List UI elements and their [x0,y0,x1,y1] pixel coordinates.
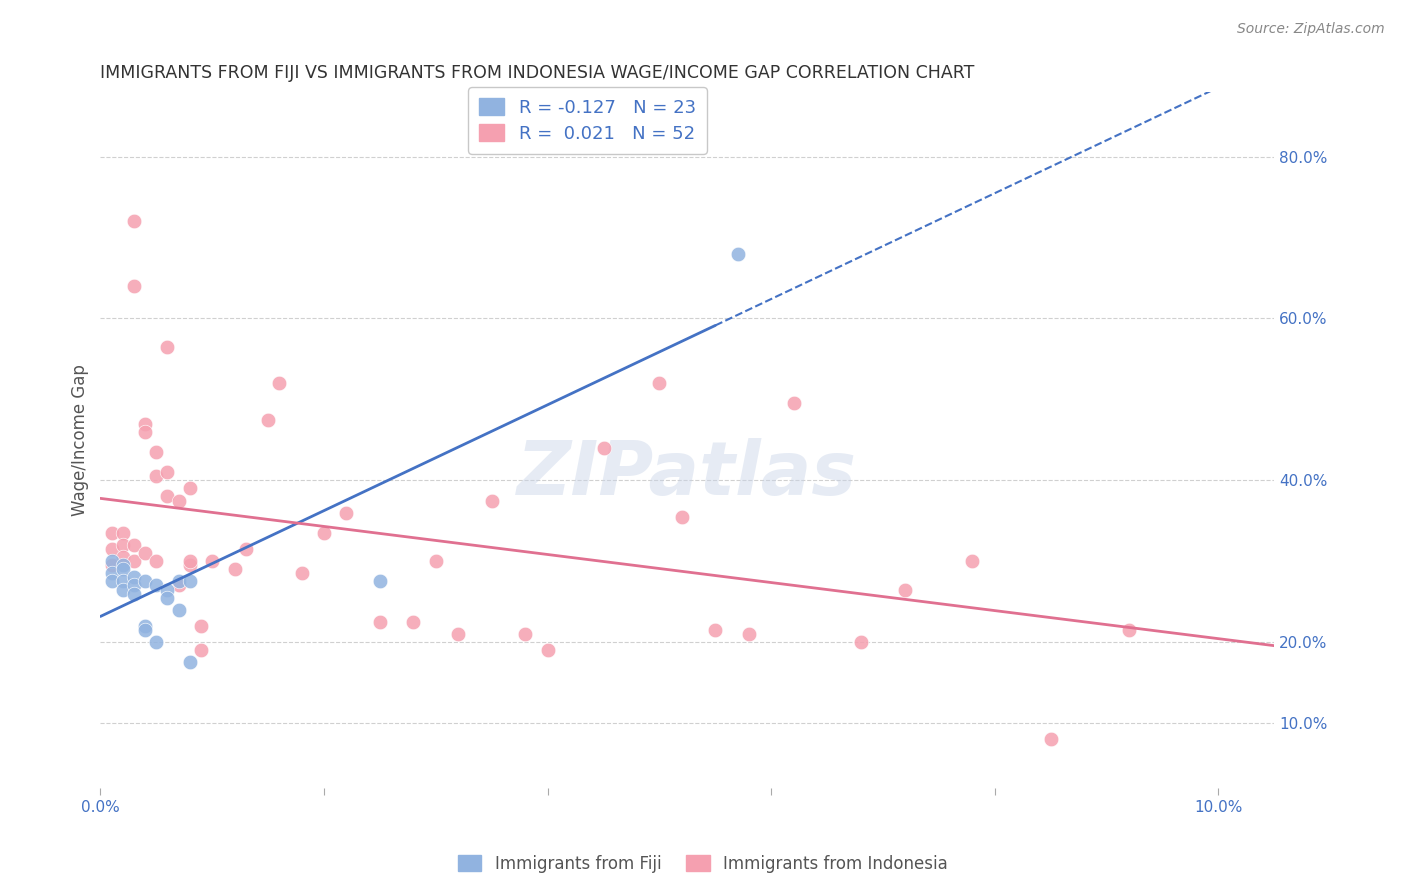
Point [134,425,156,439]
Point [179,482,201,496]
Point [536,643,558,657]
Point [145,635,167,649]
Point [100,566,122,581]
Point [111,525,134,540]
Point [179,558,201,573]
Text: IMMIGRANTS FROM FIJI VS IMMIGRANTS FROM INDONESIA WAGE/INCOME GAP CORRELATION CH: IMMIGRANTS FROM FIJI VS IMMIGRANTS FROM … [100,64,974,82]
Point [671,509,693,524]
Legend: Immigrants from Fiji, Immigrants from Indonesia: Immigrants from Fiji, Immigrants from In… [451,848,955,880]
Point [145,578,167,592]
Point [167,493,190,508]
Point [648,376,671,391]
Point [224,562,246,576]
Point [134,574,156,589]
Point [1039,732,1062,747]
Point [704,623,727,637]
Point [368,574,391,589]
Point [145,445,167,459]
Point [122,554,145,568]
Point [156,465,179,479]
Point [312,525,335,540]
Point [122,279,145,293]
Point [134,417,156,431]
Point [447,627,470,641]
Y-axis label: Wage/Income Gap: Wage/Income Gap [72,364,89,516]
Point [179,554,201,568]
Point [100,525,122,540]
Point [134,546,156,560]
Point [179,574,201,589]
Point [894,582,917,597]
Point [122,586,145,600]
Point [402,615,425,629]
Point [100,554,122,568]
Point [100,558,122,573]
Point [122,538,145,552]
Point [111,538,134,552]
Point [156,490,179,504]
Point [122,570,145,584]
Point [782,396,804,410]
Point [156,591,179,605]
Point [368,615,391,629]
Point [257,412,280,426]
Point [592,441,614,455]
Point [291,566,314,581]
Point [167,574,190,589]
Point [425,554,447,568]
Point [111,550,134,565]
Point [515,627,537,641]
Point [962,554,984,568]
Point [190,643,212,657]
Point [100,542,122,557]
Point [134,619,156,633]
Point [134,623,156,637]
Point [167,603,190,617]
Point [111,562,134,576]
Point [335,506,357,520]
Point [727,246,749,260]
Point [201,554,224,568]
Point [122,578,145,592]
Text: ZIPatlas: ZIPatlas [517,438,858,511]
Point [738,627,761,641]
Point [849,635,872,649]
Point [481,493,503,508]
Point [1118,623,1140,637]
Point [100,574,122,589]
Point [122,214,145,228]
Point [111,574,134,589]
Point [145,469,167,483]
Point [167,578,190,592]
Legend: R = -0.127   N = 23, R =  0.021   N = 52: R = -0.127 N = 23, R = 0.021 N = 52 [468,87,707,153]
Point [156,340,179,354]
Point [269,376,291,391]
Point [235,542,257,557]
Point [111,558,134,573]
Point [111,582,134,597]
Point [156,582,179,597]
Point [190,619,212,633]
Text: Source: ZipAtlas.com: Source: ZipAtlas.com [1237,22,1385,37]
Point [179,656,201,670]
Point [145,554,167,568]
